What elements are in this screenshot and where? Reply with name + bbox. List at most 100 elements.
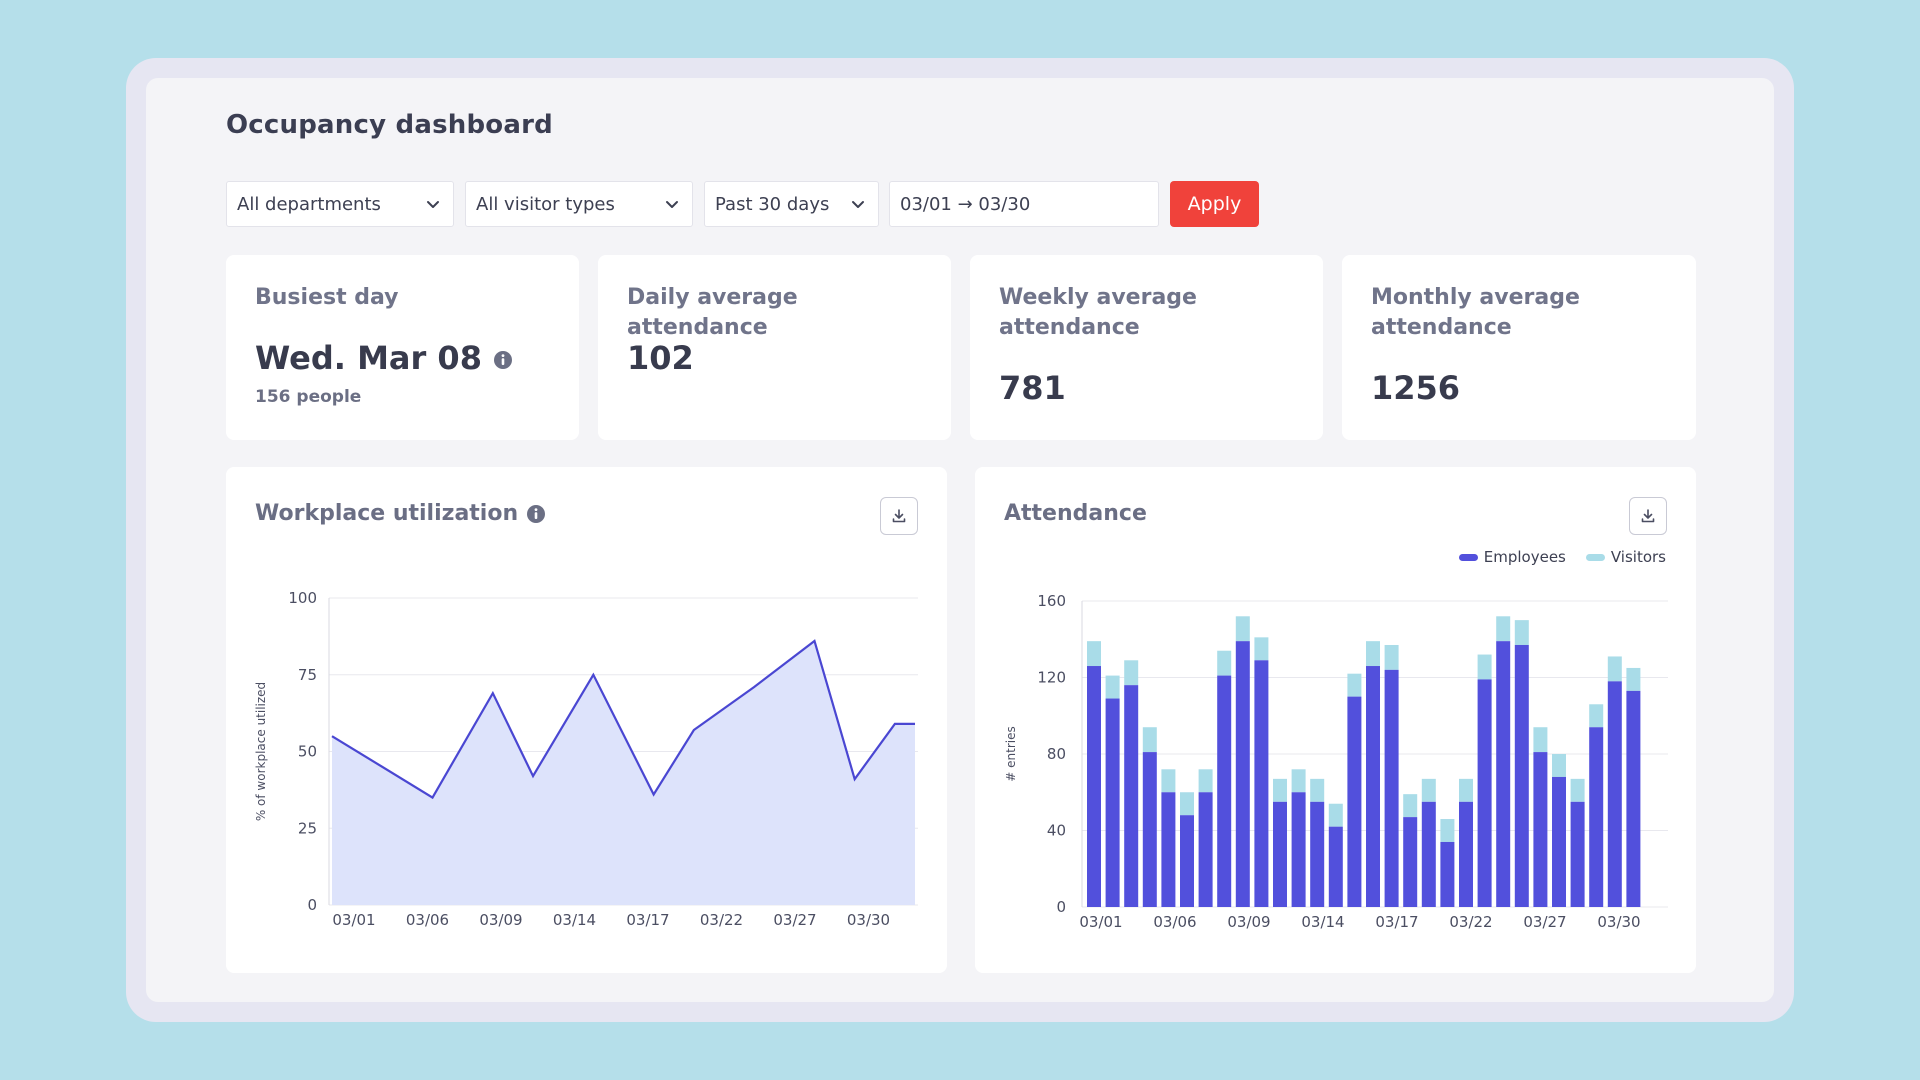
legend-label-employees: Employees (1483, 548, 1566, 566)
utilization-chart: 100 75 50 25 0 03/01 03/06 03/09 03/14 03/17 03/22… (254, 589, 918, 929)
x-tick-label: 03/09 (1227, 913, 1270, 931)
bar-employees (1087, 666, 1101, 907)
attendance-card: Attendance Employees Visitors 160 120 80 40… (975, 467, 1696, 973)
chart-title: Attendance (1004, 501, 1147, 526)
stat-label: Monthly average attendance (1371, 285, 1580, 340)
chart-title: Workplace utilization (255, 501, 546, 526)
bar-visitors (1105, 675, 1120, 699)
stat-label: Weekly average attendance (999, 285, 1197, 340)
date-range-value: 03/01 → 03/30 (900, 193, 1031, 215)
bar-visitors (1570, 778, 1585, 802)
stat-value: 781 (999, 369, 1066, 407)
legend-item-employees[interactable]: Employees (1458, 548, 1566, 566)
busiest-day-card: Busiest day Wed. Mar 08 156 people (226, 255, 579, 440)
bar-visitors (1180, 792, 1194, 816)
utilization-card: Workplace utilization 100 75 50 25 0 03/01 03/… (226, 467, 947, 973)
monthly-average-card: Monthly average attendance 1256 (1342, 255, 1696, 440)
bar-employees (1198, 792, 1213, 907)
date-range-input[interactable]: 03/01 → 03/30 (889, 181, 1159, 227)
x-tick-label: 03/22 (700, 911, 743, 929)
bar-employees (1607, 681, 1622, 907)
bar-employees (1254, 660, 1269, 907)
y-axis-label: # entries (1004, 726, 1018, 781)
department-select[interactable]: All departments (226, 181, 454, 227)
bar-employees (1626, 690, 1641, 907)
x-tick-label: 03/27 (773, 911, 816, 929)
bar-visitors (1347, 673, 1362, 697)
bar-visitors (1291, 769, 1306, 793)
bar-employees (1384, 669, 1399, 907)
info-icon[interactable] (526, 504, 546, 524)
x-tick-label: 03/17 (1375, 913, 1418, 931)
legend-item-visitors[interactable]: Visitors (1585, 548, 1666, 566)
period-select[interactable]: Past 30 days (704, 181, 879, 227)
bar-visitors (1217, 650, 1232, 676)
apply-button[interactable]: Apply (1170, 181, 1259, 227)
bar-employees (1124, 685, 1139, 907)
legend-swatch-employees (1458, 553, 1478, 561)
bar-visitors (1607, 656, 1622, 682)
bar-visitors (1459, 778, 1473, 802)
y-tick-label: 120 (1037, 669, 1066, 687)
page-title: Occupancy dashboard (226, 110, 553, 140)
y-tick-label: 75 (298, 666, 317, 684)
x-tick-label: 03/30 (1597, 913, 1640, 931)
x-tick-label: 03/09 (479, 911, 522, 929)
bar-visitors (1552, 754, 1566, 777)
bar-visitors (1514, 620, 1529, 645)
attendance-chart: 160 120 80 40 0 03/01 03/06 03/09 03/14 03/17 03/2… (1004, 592, 1668, 931)
stat-label: Busiest day (255, 285, 399, 310)
bar-employees (1514, 644, 1529, 907)
bar-visitors (1440, 819, 1455, 842)
bar-visitors (1366, 641, 1380, 667)
visitor-type-select[interactable]: All visitor types (465, 181, 693, 227)
info-icon[interactable] (493, 350, 513, 370)
bar-employees (1347, 696, 1362, 907)
x-tick-label: 03/17 (626, 911, 669, 929)
y-tick-label: 100 (288, 589, 317, 607)
series-line (331, 639, 915, 800)
attendance-title: Attendance (1004, 501, 1147, 526)
area-fill (332, 640, 915, 905)
x-tick-label: 03/27 (1523, 913, 1566, 931)
y-tick-label: 0 (1056, 898, 1066, 916)
download-icon (1641, 509, 1655, 523)
stat-value-row: Wed. Mar 08 (255, 339, 513, 377)
stat-value: 102 (627, 339, 694, 377)
bar-visitors (1477, 654, 1492, 680)
bar-employees (1459, 801, 1473, 907)
x-tick-label: 03/14 (553, 911, 596, 929)
y-tick-label: 50 (298, 743, 317, 761)
download-button[interactable] (880, 497, 918, 535)
bar-employees (1589, 727, 1604, 907)
chart-legend: Employees Visitors (1458, 548, 1666, 566)
x-tick-label: 03/01 (1079, 913, 1122, 931)
y-tick-label: 0 (307, 896, 317, 914)
y-axis-label: % of workplace utilized (254, 682, 268, 821)
legend-label-visitors: Visitors (1610, 548, 1666, 566)
legend-swatch-visitors (1585, 553, 1605, 561)
period-select-value: Past 30 days (715, 193, 830, 215)
bar-employees (1142, 752, 1157, 907)
chevron-down-icon (427, 201, 439, 208)
bar-employees (1105, 698, 1120, 907)
bar-visitors (1533, 727, 1548, 753)
bar-visitors (1254, 637, 1269, 661)
y-tick-label: 160 (1037, 592, 1066, 610)
bar-employees (1235, 641, 1250, 907)
y-tick-label: 40 (1047, 822, 1066, 840)
bar-visitors (1142, 727, 1157, 753)
y-tick-label: 80 (1047, 745, 1066, 763)
bar-employees (1291, 792, 1306, 907)
visitor-type-select-value: All visitor types (476, 193, 615, 215)
bar-visitors (1421, 778, 1436, 802)
daily-average-card: Daily average attendance 102 (598, 255, 951, 440)
bar-visitors (1124, 660, 1139, 686)
download-button[interactable] (1629, 497, 1667, 535)
bar-employees (1421, 801, 1436, 907)
utilization-title: Workplace utilization (255, 501, 519, 526)
bar-employees (1328, 826, 1343, 907)
bar-visitors (1235, 616, 1250, 642)
bar-employees (1552, 776, 1566, 907)
x-tick-label: 03/30 (847, 911, 890, 929)
